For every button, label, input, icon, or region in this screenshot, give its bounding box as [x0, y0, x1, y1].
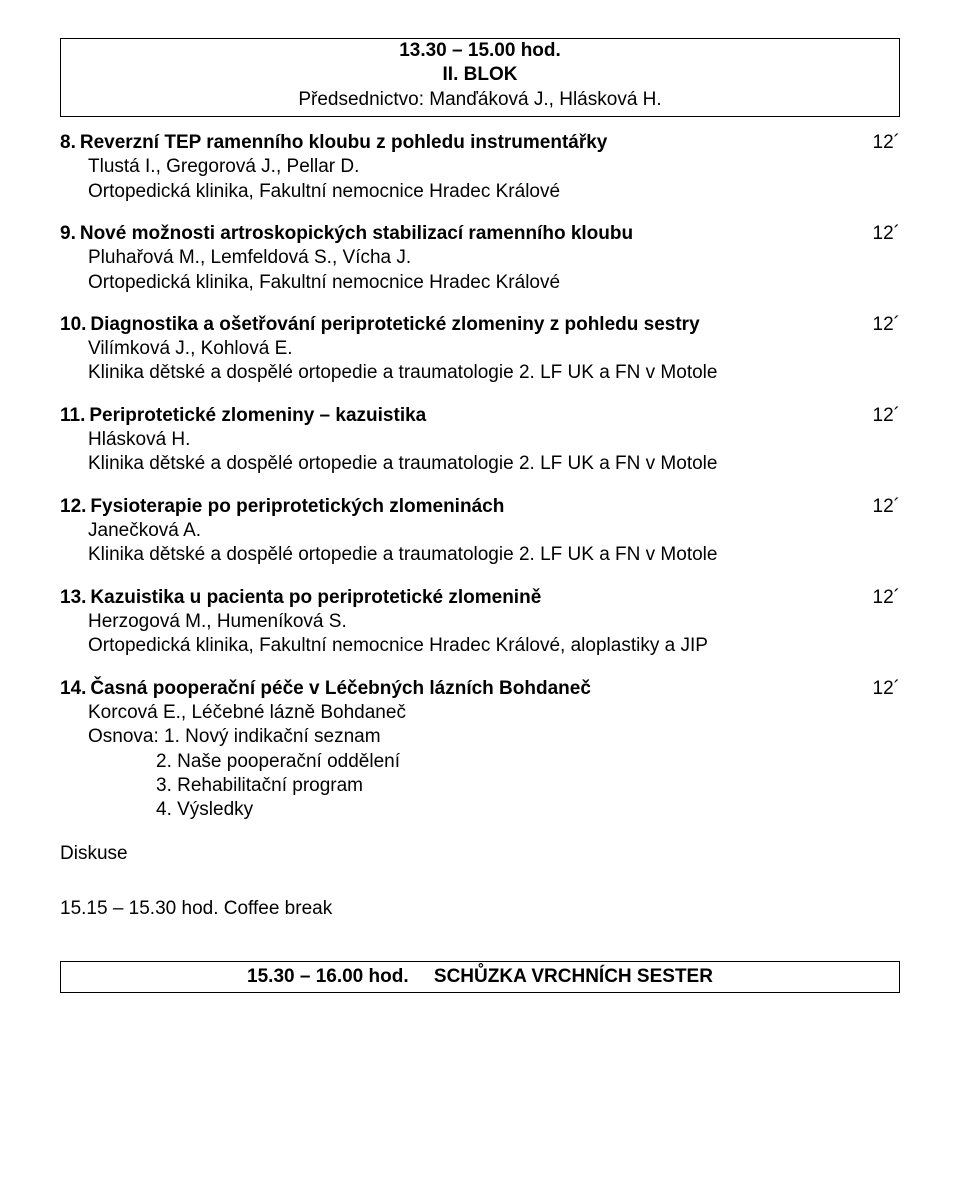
program-entry: 11.Periprotetické zlomeniny – kazuistika… — [60, 404, 900, 477]
entry-subline: Ortopedická klinika, Fakultní nemocnice … — [60, 634, 853, 658]
entry-title-text: Kazuistika u pacienta po periprotetické … — [90, 587, 541, 608]
osnova-first-line: Osnova: 1. Nový indikační seznam — [88, 725, 853, 749]
entry-number: 14. — [60, 678, 86, 699]
entry-title: 8.Reverzní TEP ramenního kloubu z pohled… — [60, 131, 853, 155]
discussion-label: Diskuse — [60, 842, 900, 866]
program-entries: 8.Reverzní TEP ramenního kloubu z pohled… — [60, 131, 900, 823]
entry-duration: 12´ — [873, 313, 900, 337]
entry-title-text: Reverzní TEP ramenního kloubu z pohledu … — [80, 132, 608, 153]
entry-duration: 12´ — [873, 404, 900, 428]
entry-duration: 12´ — [873, 677, 900, 701]
entry-number: 10. — [60, 314, 86, 335]
footer-label: SCHŮZKA VRCHNÍCH SESTER — [434, 966, 713, 987]
entry-number: 13. — [60, 587, 86, 608]
entry-title: 14.Časná pooperační péče v Léčebných láz… — [60, 677, 853, 701]
entry-title-text: Fysioterapie po periprotetických zlomeni… — [90, 496, 504, 517]
entry-number: 12. — [60, 496, 86, 517]
program-entry: 9.Nové možnosti artroskopických stabiliz… — [60, 222, 900, 295]
entry-text: 11.Periprotetické zlomeniny – kazuistika… — [60, 404, 873, 477]
entry-text: 9.Nové možnosti artroskopických stabiliz… — [60, 222, 873, 295]
entry-duration: 12´ — [873, 586, 900, 610]
entry-text: 14.Časná pooperační péče v Léčebných láz… — [60, 677, 873, 823]
entry-subline: Hlásková H. — [60, 428, 853, 452]
entry-duration: 12´ — [873, 495, 900, 519]
entry-subline: Tlustá I., Gregorová J., Pellar D. — [60, 155, 853, 179]
osnova-line: 4. Výsledky — [88, 798, 853, 822]
entry-title-text: Diagnostika a ošetřování periprotetické … — [90, 314, 699, 335]
osnova-line: 2. Naše pooperační oddělení — [88, 750, 853, 774]
session-chair: Předsednictvo: Manďáková J., Hlásková H. — [69, 88, 891, 112]
entry-subline: Pluhařová M., Lemfeldová S., Vícha J. — [60, 246, 853, 270]
entry-subline: Janečková A. — [60, 519, 853, 543]
session-header-box: 13.30 – 15.00 hod. II. BLOK Předsednictv… — [60, 38, 900, 117]
coffee-break: 15.15 – 15.30 hod. Coffee break — [60, 897, 900, 921]
entry-title: 12.Fysioterapie po periprotetických zlom… — [60, 495, 853, 519]
footer-time: 15.30 – 16.00 hod. — [247, 966, 409, 987]
entry-text: 10.Diagnostika a ošetřování periprotetic… — [60, 313, 873, 386]
session-block: II. BLOK — [69, 63, 891, 87]
program-entry: 12.Fysioterapie po periprotetických zlom… — [60, 495, 900, 568]
entry-subline: Klinika dětské a dospělé ortopedie a tra… — [60, 452, 853, 476]
entry-title: 10.Diagnostika a ošetřování periprotetic… — [60, 313, 853, 337]
entry-duration: 12´ — [873, 222, 900, 246]
program-entry: 14.Časná pooperační péče v Léčebných láz… — [60, 677, 900, 823]
program-entry: 8.Reverzní TEP ramenního kloubu z pohled… — [60, 131, 900, 204]
entry-number: 8. — [60, 132, 76, 153]
entry-subline: Korcová E., Léčebné lázně Bohdaneč — [60, 701, 853, 725]
session-time: 13.30 – 15.00 hod. — [69, 39, 891, 63]
entry-title-text: Periprotetické zlomeniny – kazuistika — [89, 405, 426, 426]
osnova-line: 3. Rehabilitační program — [88, 774, 853, 798]
footer-box: 15.30 – 16.00 hod. SCHŮZKA VRCHNÍCH SEST… — [60, 961, 900, 993]
entry-title: 13.Kazuistika u pacienta po periprotetic… — [60, 586, 853, 610]
entry-subline: Herzogová M., Humeníková S. — [60, 610, 853, 634]
entry-number: 9. — [60, 223, 76, 244]
entry-subline: Klinika dětské a dospělé ortopedie a tra… — [60, 543, 853, 567]
entry-text: 8.Reverzní TEP ramenního kloubu z pohled… — [60, 131, 873, 204]
entry-duration: 12´ — [873, 131, 900, 155]
entry-title-text: Nové možnosti artroskopických stabilizac… — [80, 223, 633, 244]
entry-text: 12.Fysioterapie po periprotetických zlom… — [60, 495, 873, 568]
entry-text: 13.Kazuistika u pacienta po periprotetic… — [60, 586, 873, 659]
entry-number: 11. — [60, 405, 85, 426]
osnova-block: Osnova: 1. Nový indikační seznam2. Naše … — [60, 725, 853, 822]
entry-subline: Ortopedická klinika, Fakultní nemocnice … — [60, 271, 853, 295]
program-entry: 13.Kazuistika u pacienta po periprotetic… — [60, 586, 900, 659]
program-entry: 10.Diagnostika a ošetřování periprotetic… — [60, 313, 900, 386]
entry-title-text: Časná pooperační péče v Léčebných lázníc… — [90, 678, 591, 699]
entry-subline: Klinika dětské a dospělé ortopedie a tra… — [60, 361, 853, 385]
entry-title: 11.Periprotetické zlomeniny – kazuistika — [60, 404, 853, 428]
entry-title: 9.Nové možnosti artroskopických stabiliz… — [60, 222, 853, 246]
entry-subline: Vilímková J., Kohlová E. — [60, 337, 853, 361]
entry-subline: Ortopedická klinika, Fakultní nemocnice … — [60, 180, 853, 204]
